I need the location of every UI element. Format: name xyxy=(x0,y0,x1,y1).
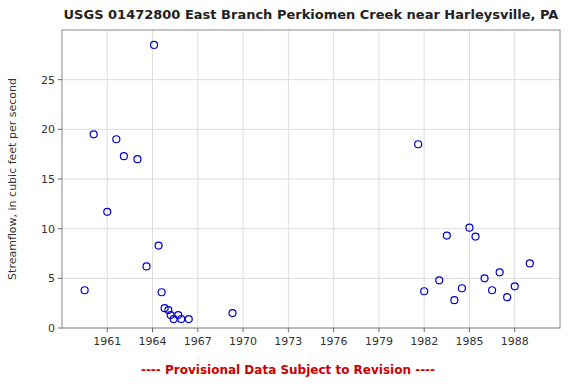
y-tick-label: 5 xyxy=(48,272,55,285)
point xyxy=(496,269,503,276)
point xyxy=(504,294,511,301)
point xyxy=(526,260,533,267)
point xyxy=(472,233,479,240)
x-tick-label: 1961 xyxy=(93,335,121,348)
tick-mark xyxy=(378,328,379,332)
point xyxy=(451,297,458,304)
tick-mark xyxy=(243,328,244,332)
point xyxy=(143,263,150,270)
x-tick-label: 1976 xyxy=(320,335,348,348)
chart: 1961 1964 1967 1970 1973 1976 1979 1982 1985 1988… xyxy=(0,0,576,384)
point xyxy=(158,289,165,296)
tick-mark xyxy=(58,79,62,80)
axes: 1961 1964 1967 1970 1973 1976 1979 1982 1985 1988… xyxy=(41,74,529,348)
tick-mark xyxy=(514,328,515,332)
y-tick-label: 10 xyxy=(41,223,55,236)
grid-line xyxy=(62,129,560,130)
grid xyxy=(62,30,560,328)
point xyxy=(170,316,177,323)
y-axis-label: Streamflow, in cubic feet per second xyxy=(6,78,19,280)
grid-line xyxy=(62,228,560,229)
x-tick-label: 1988 xyxy=(501,335,529,348)
point xyxy=(229,310,236,317)
point xyxy=(421,288,428,295)
point xyxy=(113,136,120,143)
annotation: ---- Provisional Data Subject to Revisio… xyxy=(141,363,435,377)
tick-mark xyxy=(58,328,62,329)
point xyxy=(81,287,88,294)
point xyxy=(155,242,162,249)
grid-line xyxy=(62,79,560,80)
point xyxy=(415,141,422,148)
point xyxy=(466,224,473,231)
grid-line xyxy=(62,278,560,279)
point xyxy=(436,277,443,284)
tick-mark xyxy=(58,228,62,229)
tick-mark xyxy=(58,129,62,130)
tick-mark xyxy=(58,278,62,279)
point xyxy=(443,232,450,239)
point xyxy=(151,41,158,48)
x-tick-label: 1970 xyxy=(229,335,257,348)
point xyxy=(458,285,465,292)
point xyxy=(489,287,496,294)
tick-mark xyxy=(152,328,153,332)
plot-area xyxy=(62,30,560,328)
x-tick-label: 1979 xyxy=(365,335,393,348)
plot-frame xyxy=(62,30,560,328)
y-tick-label: 25 xyxy=(41,74,55,87)
y-tick-label: 20 xyxy=(41,123,55,136)
point xyxy=(511,283,518,290)
tick-mark xyxy=(333,328,334,332)
y-tick-label: 15 xyxy=(41,173,55,186)
point xyxy=(120,153,127,160)
x-tick-label: 1964 xyxy=(139,335,167,348)
title: USGS 01472800 East Branch Perkiomen Cree… xyxy=(64,7,559,22)
y-tick-label: 0 xyxy=(48,322,55,335)
point xyxy=(481,275,488,282)
tick-mark xyxy=(469,328,470,332)
tick-mark xyxy=(424,328,425,332)
tick-mark xyxy=(197,328,198,332)
x-tick-label: 1973 xyxy=(274,335,302,348)
x-tick-label: 1967 xyxy=(184,335,212,348)
grid-line xyxy=(62,179,560,180)
x-tick-label: 1982 xyxy=(410,335,438,348)
x-tick-label: 1985 xyxy=(455,335,483,348)
point xyxy=(90,131,97,138)
tick-mark xyxy=(58,179,62,180)
point xyxy=(185,316,192,323)
tick-mark xyxy=(107,328,108,332)
point xyxy=(178,316,185,323)
tick-mark xyxy=(288,328,289,332)
point xyxy=(134,156,141,163)
points xyxy=(81,41,533,322)
point xyxy=(104,208,111,215)
